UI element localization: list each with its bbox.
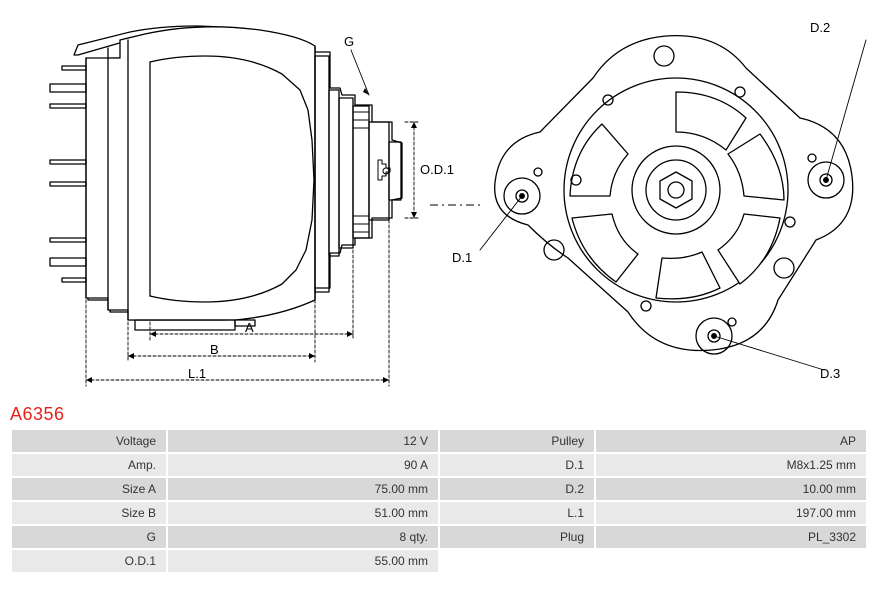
spec-label: Amp. <box>12 454 166 476</box>
label-d2: D.2 <box>810 20 830 35</box>
part-number: A6356 <box>10 404 65 425</box>
label-od1: O.D.1 <box>420 162 454 177</box>
spec-label: O.D.1 <box>12 550 166 572</box>
spec-label: G <box>12 526 166 548</box>
spec-value: 75.00 mm <box>168 478 438 500</box>
spec-label: Size A <box>12 478 166 500</box>
specification-table: Voltage12 VPulleyAP Amp.90 AD.1M8x1.25 mm… <box>10 428 868 574</box>
rear-view-drawing <box>468 0 888 400</box>
label-d1: D.1 <box>452 250 472 265</box>
label-d3: D.3 <box>820 366 840 381</box>
spec-label: D.2 <box>440 478 594 500</box>
spec-value: 90 A <box>168 454 438 476</box>
spec-value: 197.00 mm <box>596 502 866 524</box>
centerline-mark <box>430 195 480 215</box>
spec-value: 10.00 mm <box>596 478 866 500</box>
spec-value: 51.00 mm <box>168 502 438 524</box>
spec-label: Voltage <box>12 430 166 452</box>
spec-value: AP <box>596 430 866 452</box>
label-g: G <box>344 34 354 49</box>
spec-value: M8x1.25 mm <box>596 454 866 476</box>
spec-value: 55.00 mm <box>168 550 438 572</box>
spec-label: Plug <box>440 526 594 548</box>
spec-value: 8 qty. <box>168 526 438 548</box>
side-view-drawing <box>0 0 470 400</box>
label-b: B <box>210 342 219 357</box>
spec-value: PL_3302 <box>596 526 866 548</box>
spec-label: L.1 <box>440 502 594 524</box>
label-l1: L.1 <box>188 366 206 381</box>
label-a: A <box>245 320 254 335</box>
spec-label: Pulley <box>440 430 594 452</box>
technical-diagram: G O.D.1 A B L.1 D.1 D.2 D.3 <box>0 0 889 400</box>
spec-value: 12 V <box>168 430 438 452</box>
spec-label: D.1 <box>440 454 594 476</box>
spec-label: Size B <box>12 502 166 524</box>
